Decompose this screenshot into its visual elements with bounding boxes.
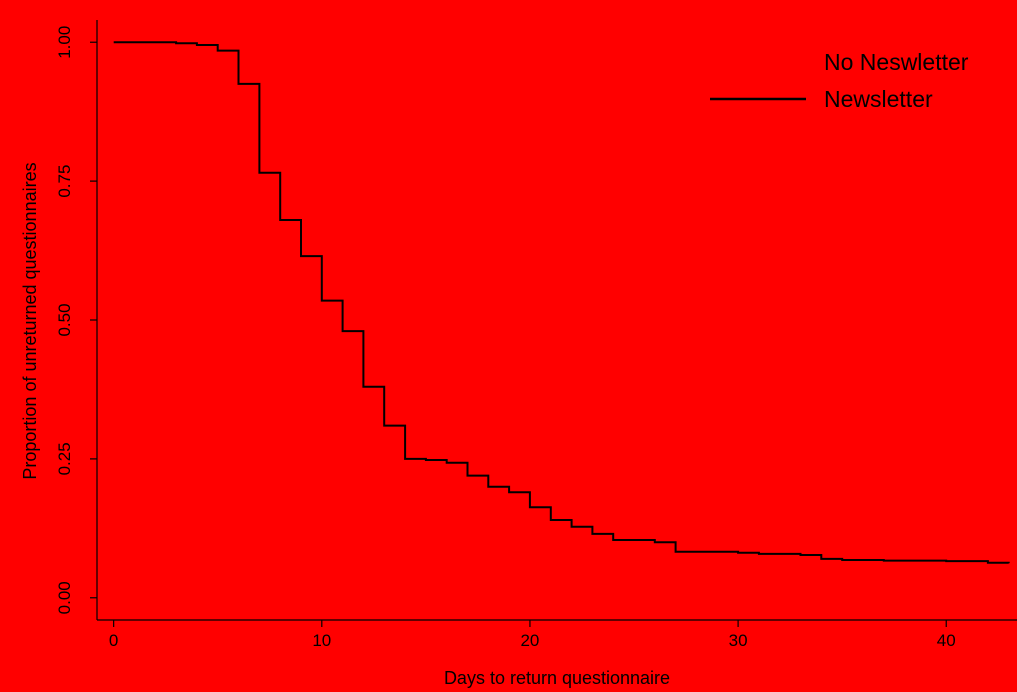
x-tick-label-3: 30 — [729, 631, 748, 650]
x-tick-label-2: 20 — [520, 631, 539, 650]
legend-label-newsletter: Newsletter — [824, 86, 933, 112]
x-ticks: 0 10 20 30 40 — [109, 620, 956, 650]
x-tick-label-4: 40 — [937, 631, 956, 650]
y-tick-label-0: 0.00 — [55, 581, 74, 614]
y-tick-label-4: 1.00 — [55, 26, 74, 59]
legend-box — [697, 35, 1017, 123]
y-tick-label-1: 0.25 — [55, 442, 74, 475]
x-tick-label-0: 0 — [109, 631, 118, 650]
legend-label-no-newsletter: No Neswletter — [824, 49, 969, 75]
y-tick-label-3: 0.75 — [55, 165, 74, 198]
y-tick-label-2: 0.50 — [55, 303, 74, 336]
x-tick-label-1: 10 — [312, 631, 331, 650]
series-line-1 — [113, 41, 1010, 564]
y-axis-title: Proportion of unreturned questionnaires — [20, 162, 40, 479]
series-layer — [113, 41, 1010, 564]
legend: No Neswletter Newsletter — [697, 35, 1017, 123]
y-ticks: 0.00 0.25 0.50 0.75 1.00 — [55, 26, 97, 614]
x-axis-title: Days to return questionnaire — [444, 668, 670, 688]
